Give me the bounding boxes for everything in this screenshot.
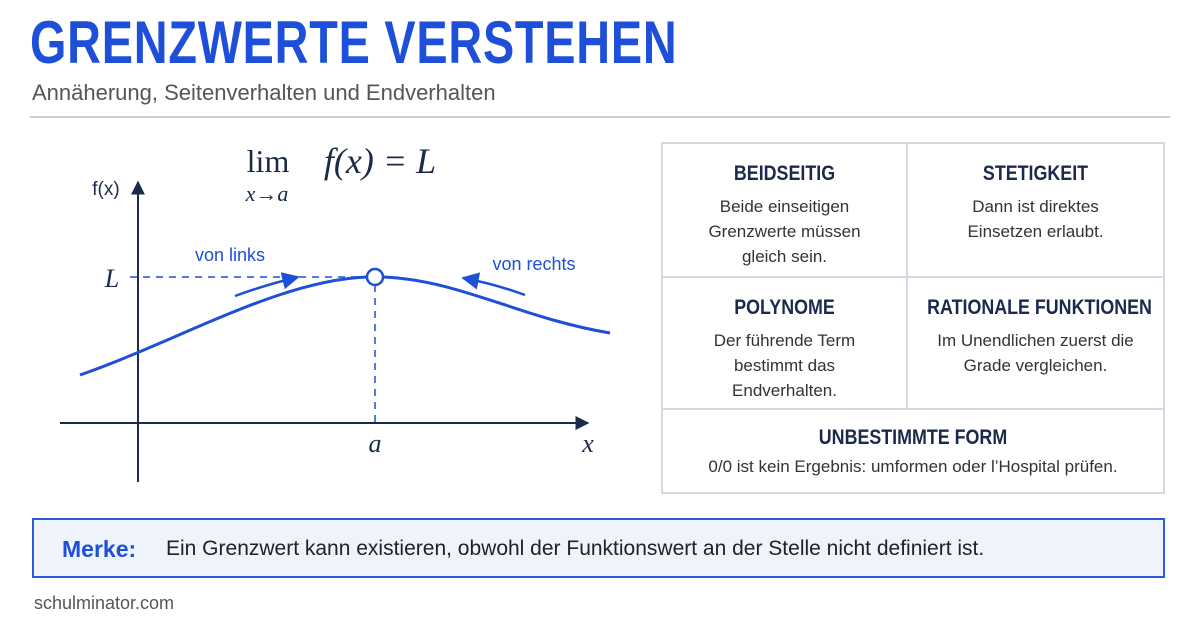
card-text: Beide einseitigen Grenzwerte müssen glei… [708, 197, 861, 266]
formula-lim: lim [247, 143, 290, 179]
title: GRENZWERTE VERSTEHEN [30, 9, 678, 76]
card: STETIGKEIT Dann ist direktes Einsetzen e… [906, 142, 1165, 278]
card-title: POLYNOME [734, 296, 835, 319]
divider [30, 116, 1170, 118]
left-arrow [234, 272, 300, 298]
right-label: von rechts [492, 254, 575, 274]
limit-diagram: lim x→a f(x) = L f(x) L a x von links vo… [60, 141, 611, 482]
left-label: von links [195, 245, 265, 265]
hole [365, 267, 385, 287]
card: BEIDSEITIG Beide einseitigen Grenzwerte … [661, 142, 908, 278]
card-text: Im Unendlichen zuerst die Grade vergleic… [937, 331, 1134, 375]
y-axis-label: f(x) [92, 179, 119, 200]
card-title: STETIGKEIT [982, 162, 1089, 185]
card-text: 0/0 ist kein Ergebnis: umformen oder l’H… [708, 457, 1118, 476]
note-label: Merke: [62, 536, 137, 562]
formula-rhs: f(x) = L [324, 141, 436, 181]
right-arrow [461, 272, 526, 297]
card: POLYNOME Der führende Term bestimmt das … [661, 276, 908, 410]
formula-sub: x→a [245, 181, 289, 206]
card-title: RATIONALE FUNKTIONEN [927, 296, 1152, 319]
x-axis-label: x [581, 429, 594, 458]
card: UNBESTIMMTE FORM 0/0 ist kein Ergebnis: … [661, 408, 1165, 494]
note-text: Ein Grenzwert kann existieren, obwohl de… [166, 537, 985, 560]
footer: schulminator.com [34, 593, 175, 613]
card: RATIONALE FUNKTIONEN Im Unendlichen zuer… [906, 276, 1165, 410]
curve [79, 275, 611, 377]
limit-label: L [104, 264, 119, 293]
note-box: Merke: Ein Grenzwert kann existieren, ob… [32, 518, 1165, 578]
card-text: Der führende Term bestimmt das Endverhal… [713, 331, 856, 400]
card-text: Dann ist direktes Einsetzen erlaubt. [967, 197, 1104, 241]
point-label: a [369, 429, 382, 458]
card-title: BEIDSEITIG [733, 162, 836, 185]
subtitle: Annäherung, Seitenverhalten und Endverha… [32, 80, 496, 105]
card-title: UNBESTIMMTE FORM [818, 426, 1008, 449]
